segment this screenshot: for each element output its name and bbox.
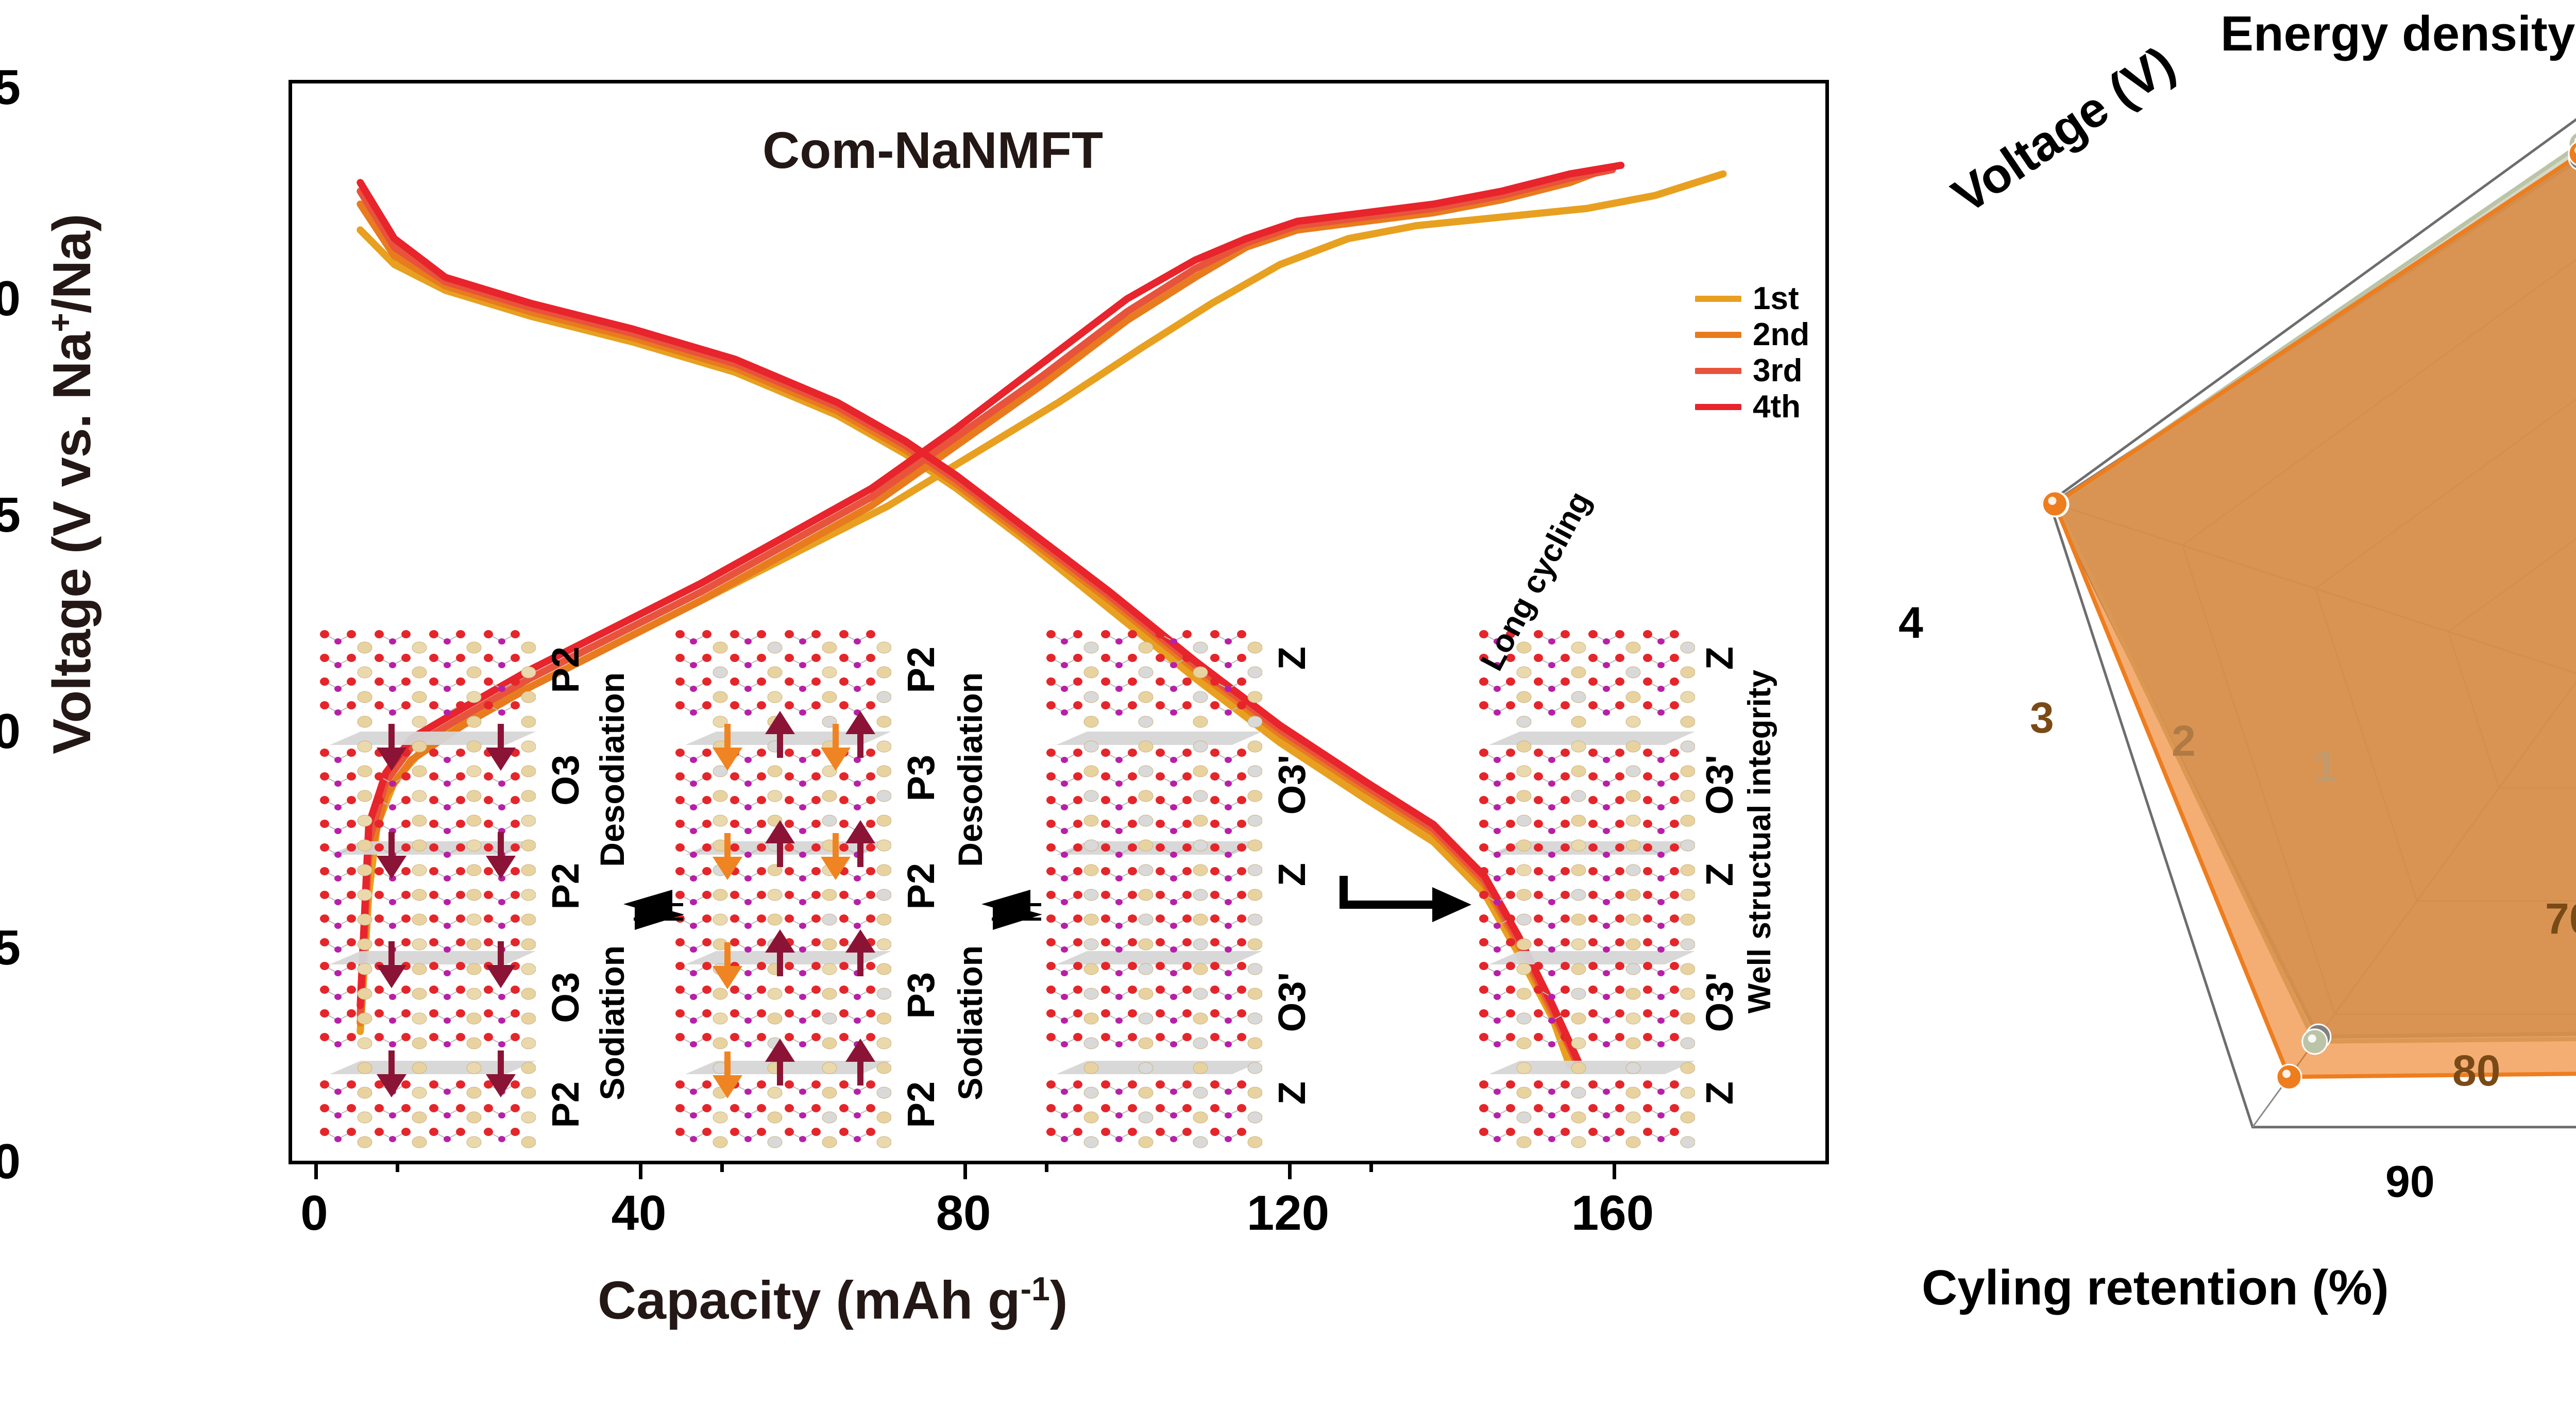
legend-label-1st: 1st (1753, 281, 1799, 316)
radar-inner-tick-voltage-3: 3 (2030, 693, 2054, 742)
phase-labels-panel-3: Z O3' Z O3' Z (1270, 626, 1316, 1175)
long-cycling-arrow (1340, 876, 1471, 922)
double-arrow-1 (623, 890, 684, 930)
process-arrows-1: Desodiation Sodiation (592, 626, 684, 1175)
x-tick-mark-minor (396, 1161, 399, 1172)
phase-label-z: Z (1270, 1081, 1313, 1105)
chart-title: Com-NaNMFT (762, 122, 1104, 179)
plot-frame (289, 80, 1829, 1164)
x-tick-mark-160 (1613, 1161, 1616, 1179)
legend-item-3rd: 3rd (1695, 353, 1809, 389)
x-tick-mark-minor (1369, 1161, 1373, 1172)
x-tick-40: 40 (611, 1185, 667, 1241)
x-tick-mark-120 (1288, 1161, 1292, 1179)
x-axis-sup: -1 (1020, 1270, 1050, 1308)
phase-label-z: Z (1270, 647, 1313, 670)
legend-label-3rd: 3rd (1753, 353, 1803, 388)
legend-swatch-4th (1695, 404, 1741, 410)
legend-label-2nd: 2nd (1753, 317, 1810, 352)
y-axis-title: Voltage (V vs. Na+/Na) (42, 214, 102, 754)
crystal-structure-panel-4 (1473, 626, 1695, 1175)
x-tick-mark-minor (720, 1161, 724, 1172)
phase-label-o3prime: O3' (1698, 755, 1741, 815)
legend-swatch-2nd (1695, 332, 1741, 338)
phase-label-p2: P2 (544, 1081, 587, 1128)
x-tick-mark-minor (1045, 1161, 1048, 1172)
radar-inner-tick-voltage-1: 1 (2313, 742, 2337, 791)
y-tick-2-5: 2.5 (0, 920, 21, 975)
phase-label-p2: P2 (900, 863, 942, 910)
phase-label-p3: P3 (900, 972, 942, 1019)
radar-chart (2040, 118, 2576, 1129)
y-tick-2-0: 2.0 (0, 1134, 21, 1189)
double-arrow-2 (981, 890, 1042, 930)
phase-label-o3: O3 (544, 755, 587, 806)
phase-label-o3prime: O3' (1270, 755, 1313, 815)
phase-label-p3: P3 (900, 755, 942, 802)
process-arrows-2: Desodiation Sodiation (951, 626, 1042, 1175)
phase-label-p2: P2 (544, 647, 587, 693)
phase-label-z: Z (1270, 863, 1313, 887)
crystal-structure-panel-2 (670, 626, 891, 1175)
y-tick-3-5: 3.5 (0, 487, 21, 542)
radar-axis-title-energy-density: Energy density (Wh kg−1) (2221, 6, 2576, 61)
x-tick-80: 80 (936, 1185, 991, 1241)
cycle-legend: 1st 2nd 3rd 4th (1695, 281, 1809, 425)
crystal-structure-panel-3 (1041, 626, 1262, 1175)
phase-label-o3: O3 (544, 972, 587, 1023)
x-tick-mark-40 (639, 1161, 642, 1179)
x-tick-mark-80 (963, 1161, 967, 1179)
radar-inner-tick-cycling-70: 70 (2545, 894, 2576, 943)
y-tick-3-0: 3.0 (0, 704, 21, 759)
radar-axis-title-cycling-retention: Cyling retention (%) (1922, 1260, 2389, 1315)
phase-labels-panel-2: P2 P3 P2 P3 P2 (899, 626, 945, 1175)
phase-label-o3prime: O3' (1270, 972, 1313, 1032)
phase-label-z: Z (1698, 1081, 1741, 1105)
x-tick-0: 0 (300, 1185, 328, 1241)
phase-labels-panel-4: Z O3' Z O3' Z (1698, 626, 1744, 1175)
x-axis-title: Capacity (mAh g-1) (598, 1270, 1068, 1331)
y-tick-4-5: 4.5 (0, 60, 21, 115)
legend-swatch-1st (1695, 296, 1741, 302)
legend-item-1st: 1st (1695, 281, 1809, 317)
radar-inner-tick-voltage-2: 2 (2172, 717, 2196, 765)
crystal-structure-panel-1 (314, 626, 536, 1175)
legend-label-4th: 4th (1753, 389, 1801, 425)
x-tick-120: 120 (1246, 1185, 1330, 1241)
radar-outer-tick-voltage: 4 (1899, 598, 1923, 648)
radar-inner-tick-cycling-80: 80 (2452, 1046, 2501, 1095)
x-tick-mark-0 (314, 1161, 318, 1179)
voltage-curves (357, 161, 1727, 1070)
y-tick-4-0: 4.0 (0, 271, 21, 326)
x-tick-160: 160 (1571, 1185, 1654, 1241)
y-axis-sup: + (42, 313, 79, 332)
voltage-capacity-panel: Voltage (V vs. Na+/Na) 4.5 4.0 3.5 3.0 2… (0, 60, 1829, 1331)
phase-label-p2: P2 (900, 647, 942, 693)
radar-panel: Energy density (Wh kg−1) Capacity (mAh g… (1865, 0, 2576, 1408)
radar-outer-tick-cycling: 90 (2385, 1157, 2435, 1207)
phase-label-z: Z (1698, 863, 1741, 887)
phase-label-z: Z (1698, 647, 1741, 670)
structural-integrity-label: Well structual integrity (1742, 670, 1777, 1014)
phase-label-p2: P2 (544, 863, 587, 910)
phase-labels-panel-1: P2 O3 P2 O3 P2 (544, 626, 590, 1175)
phase-label-o3prime: O3' (1698, 972, 1741, 1032)
legend-item-2nd: 2nd (1695, 317, 1809, 353)
legend-swatch-3rd (1695, 368, 1741, 374)
phase-label-p2: P2 (900, 1081, 942, 1128)
legend-item-4th: 4th (1695, 389, 1809, 425)
